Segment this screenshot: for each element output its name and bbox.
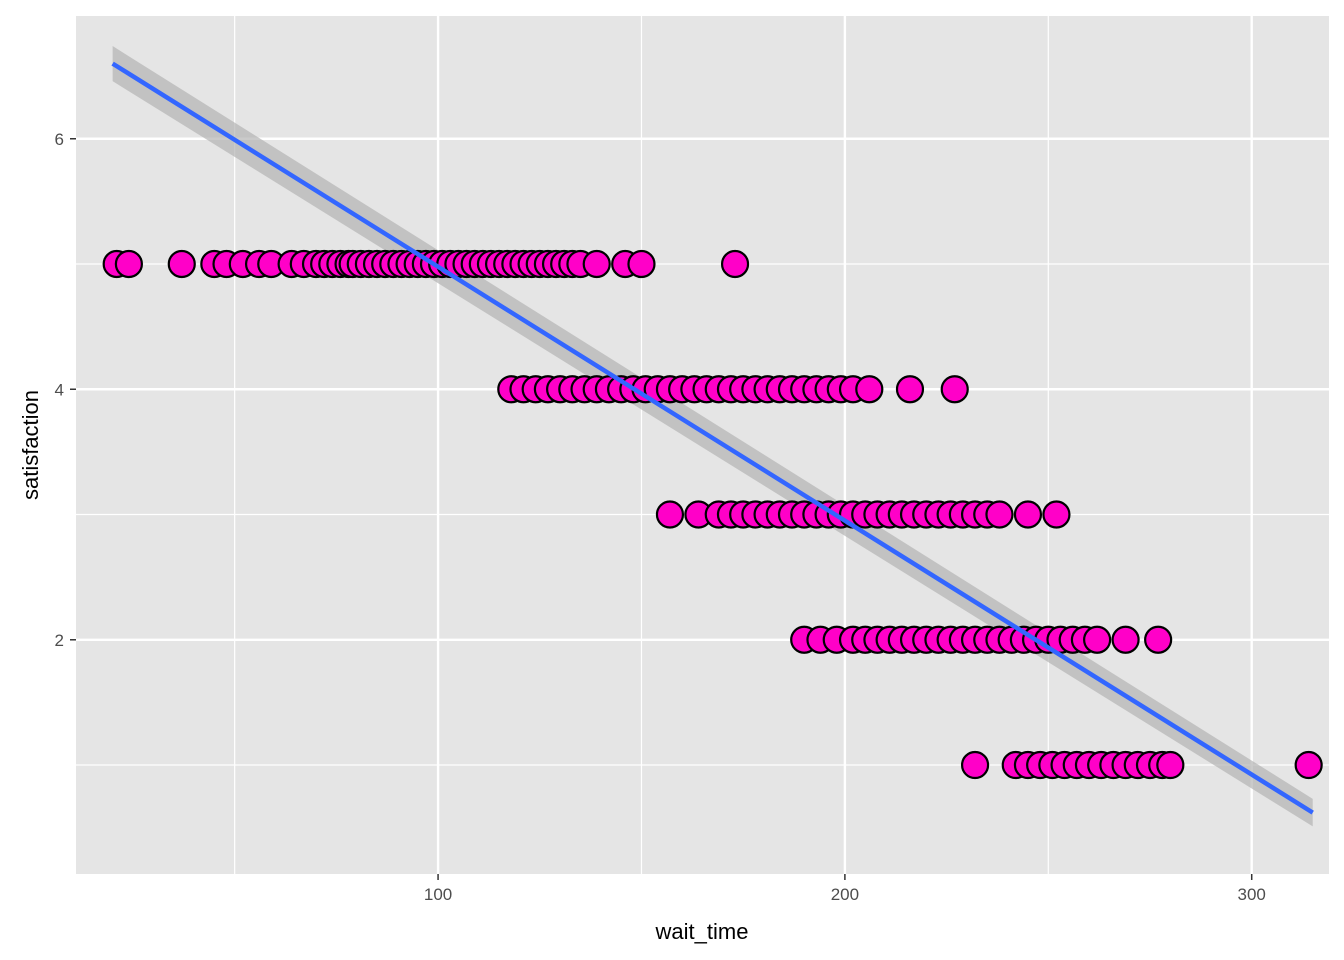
y-tick-label: 6 [55, 130, 64, 149]
data-point [627, 249, 656, 279]
axis-ticks: 100 200 300 2 4 6 [55, 130, 1266, 904]
y-axis-title: satisfaction [18, 390, 43, 500]
data-point [167, 249, 196, 279]
data-point [1294, 750, 1323, 780]
data-point [895, 375, 925, 404]
data-point [1111, 625, 1140, 654]
data-point [1042, 500, 1071, 529]
y-tick-label: 4 [55, 380, 64, 399]
data-point [985, 500, 1014, 529]
data-point [855, 375, 884, 404]
data-point [960, 750, 990, 780]
data-point [720, 249, 750, 279]
data-point [655, 500, 685, 529]
data-point [940, 375, 969, 404]
data-point [1156, 750, 1185, 780]
data-point [114, 249, 143, 279]
data-point [1013, 500, 1043, 529]
data-point [1144, 625, 1173, 654]
regression-line-layer [111, 61, 1314, 815]
data-point [582, 249, 611, 279]
x-tick-label: 200 [831, 885, 859, 904]
points-layer [102, 249, 1323, 780]
x-tick-label: 100 [424, 885, 452, 904]
data-point [1083, 625, 1112, 654]
x-tick-label: 300 [1238, 885, 1266, 904]
y-tick-label: 2 [55, 631, 64, 650]
x-axis-title: wait_time [655, 919, 749, 944]
regression-line [111, 61, 1314, 815]
